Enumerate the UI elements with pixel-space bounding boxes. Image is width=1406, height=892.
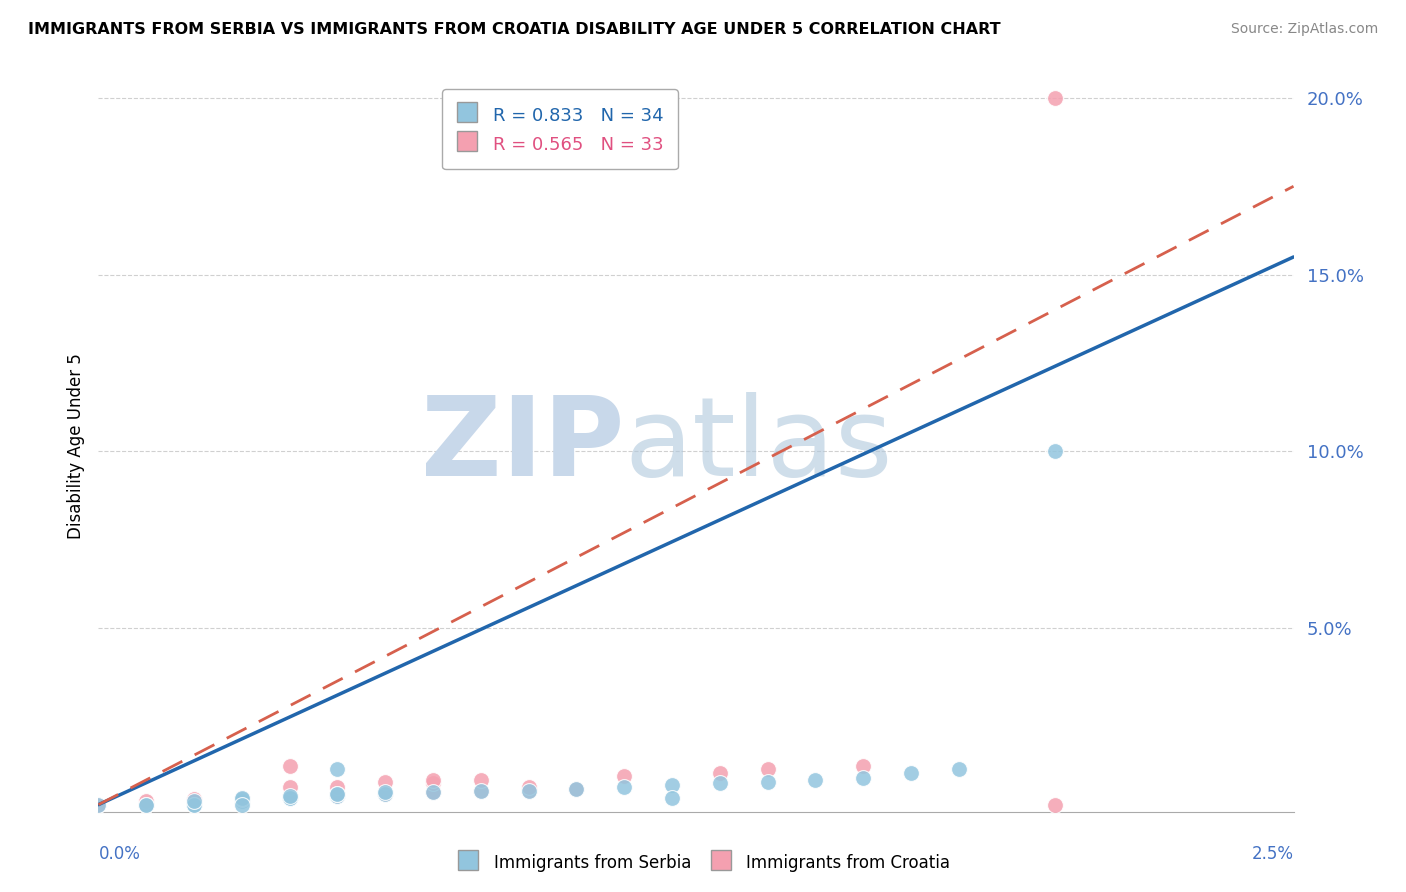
Point xyxy=(852,759,875,773)
Point xyxy=(231,792,253,806)
Point xyxy=(231,790,253,805)
Point xyxy=(661,790,683,805)
Point xyxy=(183,794,205,808)
Y-axis label: Disability Age Under 5: Disability Age Under 5 xyxy=(66,353,84,539)
Point xyxy=(422,785,444,799)
Point xyxy=(278,790,301,805)
Text: 2.5%: 2.5% xyxy=(1251,845,1294,863)
Point xyxy=(613,769,636,783)
Point xyxy=(1043,444,1066,458)
Point xyxy=(852,771,875,785)
Point xyxy=(470,783,492,797)
Point xyxy=(278,759,301,773)
Point xyxy=(565,781,588,796)
Point xyxy=(326,787,349,801)
Point xyxy=(326,789,349,803)
Point xyxy=(183,792,205,806)
Point xyxy=(278,790,301,805)
Legend: R = 0.833   N = 34, R = 0.565   N = 33: R = 0.833 N = 34, R = 0.565 N = 33 xyxy=(441,89,678,169)
Point xyxy=(422,785,444,799)
Point xyxy=(183,797,205,812)
Point xyxy=(87,797,110,812)
Point xyxy=(374,787,396,801)
Point xyxy=(756,762,779,776)
Point xyxy=(183,797,205,812)
Point xyxy=(661,778,683,792)
Point xyxy=(231,794,253,808)
Legend: Immigrants from Serbia, Immigrants from Croatia: Immigrants from Serbia, Immigrants from … xyxy=(449,846,957,880)
Point xyxy=(183,794,205,808)
Point xyxy=(374,785,396,799)
Point xyxy=(231,794,253,808)
Point xyxy=(87,797,110,812)
Point xyxy=(135,797,157,812)
Point xyxy=(326,787,349,801)
Point xyxy=(135,797,157,812)
Point xyxy=(517,780,540,794)
Point xyxy=(900,765,922,780)
Point xyxy=(231,797,253,812)
Point xyxy=(422,785,444,799)
Point xyxy=(183,794,205,808)
Point xyxy=(326,789,349,803)
Point xyxy=(517,783,540,797)
Text: ZIP: ZIP xyxy=(420,392,624,500)
Point xyxy=(470,772,492,787)
Point xyxy=(1043,91,1066,105)
Point xyxy=(613,780,636,794)
Point xyxy=(135,797,157,812)
Point xyxy=(709,765,731,780)
Point xyxy=(278,780,301,794)
Point xyxy=(422,772,444,787)
Point xyxy=(422,776,444,790)
Point xyxy=(374,774,396,789)
Point xyxy=(326,780,349,794)
Text: IMMIGRANTS FROM SERBIA VS IMMIGRANTS FROM CROATIA DISABILITY AGE UNDER 5 CORRELA: IMMIGRANTS FROM SERBIA VS IMMIGRANTS FRO… xyxy=(28,22,1001,37)
Point xyxy=(326,762,349,776)
Point xyxy=(231,792,253,806)
Point xyxy=(517,783,540,797)
Point xyxy=(278,789,301,803)
Point xyxy=(278,790,301,805)
Point xyxy=(135,794,157,808)
Point xyxy=(709,776,731,790)
Point xyxy=(135,797,157,812)
Point xyxy=(756,774,779,789)
Text: Source: ZipAtlas.com: Source: ZipAtlas.com xyxy=(1230,22,1378,37)
Point xyxy=(948,762,970,776)
Point xyxy=(565,781,588,796)
Point xyxy=(231,790,253,805)
Point xyxy=(470,783,492,797)
Text: 0.0%: 0.0% xyxy=(98,845,141,863)
Point xyxy=(804,772,827,787)
Point xyxy=(1043,797,1066,812)
Point xyxy=(374,787,396,801)
Point xyxy=(326,787,349,801)
Text: atlas: atlas xyxy=(624,392,893,500)
Point xyxy=(278,789,301,803)
